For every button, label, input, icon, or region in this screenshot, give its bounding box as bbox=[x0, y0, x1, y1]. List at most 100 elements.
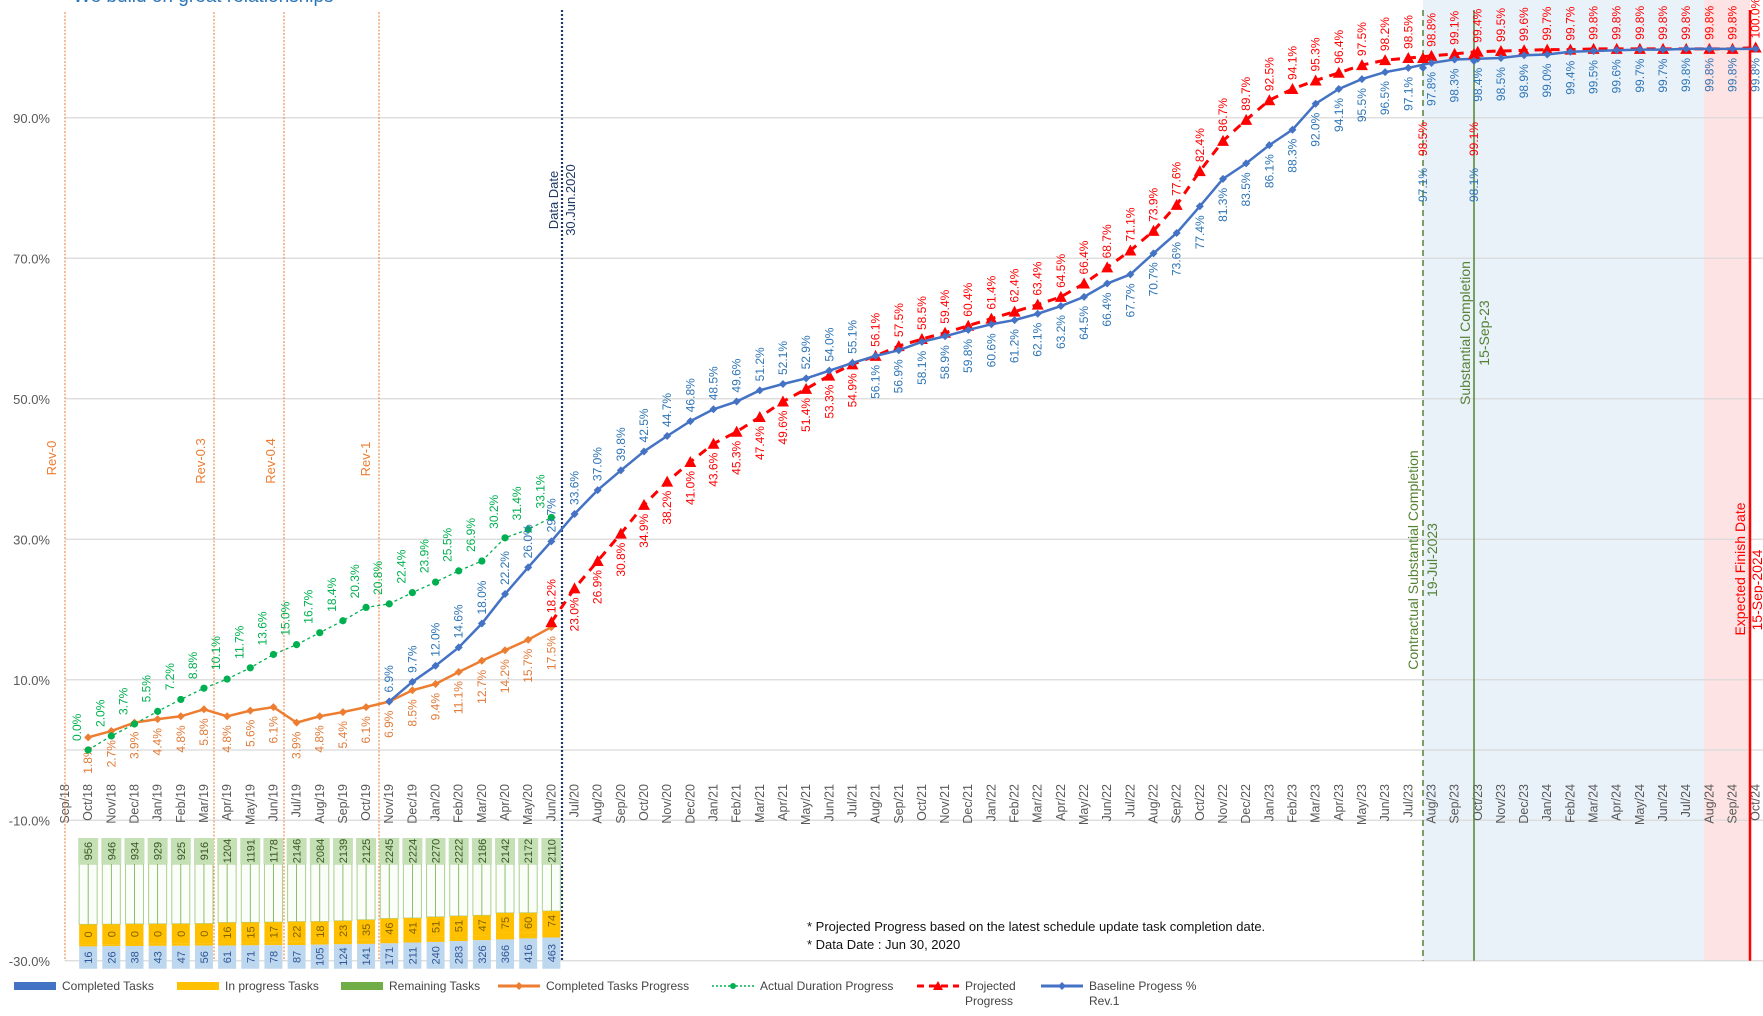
x-tick-label: Jun/20 bbox=[544, 784, 558, 822]
revision-label: Rev-1 bbox=[358, 442, 373, 477]
baseline-progress-point bbox=[1033, 309, 1042, 318]
actual-duration-progress-value-label: 31.4% bbox=[510, 486, 524, 520]
x-tick-label: Jul/24 bbox=[1679, 784, 1693, 817]
projected-progress-point bbox=[800, 382, 813, 394]
x-tick-label: Jul/22 bbox=[1123, 784, 1137, 817]
in-progress-tasks-value: 75 bbox=[500, 917, 512, 929]
in-progress-tasks-bar bbox=[496, 912, 515, 933]
projected-progress-value-label: 38.2% bbox=[660, 490, 674, 524]
baseline-progress-point bbox=[663, 431, 672, 440]
projected-progress-value-label: 99.4% bbox=[1471, 8, 1485, 42]
baseline-progress-point bbox=[501, 590, 510, 599]
in-progress-bar-gap bbox=[171, 943, 190, 946]
baseline-progress-value-label: 86.1% bbox=[1262, 154, 1276, 188]
remaining-tasks-value: 925 bbox=[176, 842, 188, 860]
in-progress-tasks-bar bbox=[357, 919, 376, 940]
in-progress-bar-gap bbox=[333, 940, 352, 945]
baseline-progress-point bbox=[732, 397, 741, 406]
baseline-progress-value-label: 95.5% bbox=[1355, 88, 1369, 122]
baseline-progress-point bbox=[1404, 63, 1413, 72]
baseline-progress-point bbox=[1311, 99, 1320, 108]
completed-tasks-bar bbox=[148, 945, 167, 969]
completed-tasks-progress-value-label: 6.9% bbox=[382, 710, 396, 738]
in-progress-tasks-value: 41 bbox=[407, 922, 419, 934]
baseline-progress-value-label: 99.8% bbox=[1679, 58, 1693, 92]
projected-progress-value-label: 64.5% bbox=[1054, 254, 1068, 288]
x-tick-label: Dec/21 bbox=[961, 784, 975, 824]
actual-duration-progress-point bbox=[246, 664, 254, 672]
x-tick-label: Oct/21 bbox=[915, 784, 929, 821]
baseline-progress-value-label: 55.1% bbox=[845, 320, 859, 354]
x-tick-label: Apr/23 bbox=[1332, 784, 1346, 821]
in-progress-tasks-value: 18 bbox=[315, 925, 327, 937]
projected-progress-value-label: 99.8% bbox=[1702, 6, 1716, 40]
baseline-progress-point bbox=[894, 346, 903, 355]
actual-duration-progress-value-label: 16.7% bbox=[302, 589, 316, 623]
x-tick-label: May/21 bbox=[799, 784, 813, 825]
x-tick-label: Apr/21 bbox=[776, 784, 790, 821]
projected-progress-point bbox=[753, 411, 766, 423]
completed-tasks-progress-point bbox=[408, 686, 417, 695]
completed-tasks-progress-point bbox=[338, 708, 347, 717]
baseline-progress-point bbox=[1357, 75, 1366, 84]
completed-tasks-progress-value-label: 4.8% bbox=[220, 725, 234, 753]
completed-tasks-progress-value-label: 4.8% bbox=[313, 725, 327, 753]
remaining-tasks-value: 2125 bbox=[361, 839, 373, 863]
baseline-progress-point bbox=[1056, 302, 1065, 311]
x-tick-label: Mar/19 bbox=[197, 784, 211, 823]
legend-swatch bbox=[341, 982, 383, 990]
baseline-progress-value-label: 98.3% bbox=[1448, 68, 1462, 102]
legend-line-icon bbox=[1041, 982, 1083, 990]
baseline-progress-value-label: 48.5% bbox=[706, 366, 720, 400]
baseline-progress-point bbox=[431, 661, 440, 670]
baseline-progress-point bbox=[1195, 202, 1204, 211]
projected-progress-point bbox=[1379, 54, 1392, 66]
baseline-progress-point bbox=[1612, 46, 1621, 55]
baseline-progress-point bbox=[640, 447, 648, 456]
baseline-progress-value-label: 42.5% bbox=[637, 408, 651, 442]
baseline-progress-point bbox=[987, 320, 996, 329]
completed-tasks-bar bbox=[496, 939, 515, 969]
x-tick-label: Nov/20 bbox=[660, 784, 674, 824]
completed-tasks-progress-point bbox=[431, 679, 440, 688]
legend-actual-duration-progress: Actual Duration Progress bbox=[712, 979, 893, 994]
baseline-progress-point bbox=[616, 466, 625, 475]
projected-progress-value-label: 99.1% bbox=[1448, 10, 1462, 44]
projected-progress-point bbox=[776, 395, 789, 407]
baseline-progress-value-label: 99.8% bbox=[1702, 58, 1716, 92]
x-tick-label: Dec/22 bbox=[1239, 784, 1253, 824]
projected-progress-value-label: 99.6% bbox=[1517, 7, 1531, 41]
projected-progress-value-label: 94.1% bbox=[1285, 46, 1299, 80]
projected-progress-value-label: 23.0% bbox=[568, 597, 582, 631]
baseline-progress-value-label: 39.8% bbox=[614, 427, 628, 461]
completed-tasks-progress-value-label: 3.9% bbox=[127, 731, 141, 759]
x-tick-label: Aug/21 bbox=[869, 784, 883, 824]
baseline-progress-point bbox=[848, 358, 857, 367]
in-progress-tasks-bar bbox=[171, 923, 190, 944]
in-progress-tasks-value: 60 bbox=[523, 917, 535, 929]
completed-tasks-bar bbox=[542, 937, 561, 969]
baseline-progress-point bbox=[1427, 58, 1436, 67]
projected-progress-value-label: 57.5% bbox=[892, 303, 906, 337]
baseline-progress-value-label: 6.9% bbox=[382, 665, 396, 693]
in-progress-tasks-value: 0 bbox=[199, 931, 211, 937]
x-tick-label: Mar/23 bbox=[1309, 784, 1323, 823]
remaining-tasks-label-box bbox=[356, 838, 377, 864]
x-tick-label: Jun/23 bbox=[1378, 784, 1392, 822]
projected-progress-value-label: 34.9% bbox=[637, 514, 651, 548]
completed-tasks-value: 105 bbox=[315, 948, 327, 966]
remaining-tasks-value: 929 bbox=[153, 842, 165, 860]
completed-tasks-bar bbox=[241, 945, 260, 969]
completed-tasks-progress-value-label: 12.7% bbox=[475, 669, 489, 703]
revision-label: Rev-0.3 bbox=[193, 438, 208, 484]
in-progress-bar-gap bbox=[426, 936, 445, 942]
legend-baseline-progress: Baseline Progess % Rev.1 bbox=[1041, 979, 1199, 1009]
completed-tasks-bar bbox=[380, 943, 399, 969]
projected-progress-value-label: 56.1% bbox=[869, 313, 883, 347]
legend-label: Actual Duration Progress bbox=[760, 979, 894, 993]
x-tick-label: Mar/22 bbox=[1031, 784, 1045, 823]
baseline-progress-point bbox=[802, 374, 811, 383]
baseline-progress-point bbox=[454, 643, 463, 652]
projected-progress-point bbox=[1263, 94, 1276, 106]
remaining-tasks-value: 934 bbox=[129, 842, 141, 860]
